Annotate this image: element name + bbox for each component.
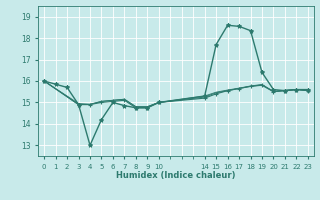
X-axis label: Humidex (Indice chaleur): Humidex (Indice chaleur) <box>116 171 236 180</box>
